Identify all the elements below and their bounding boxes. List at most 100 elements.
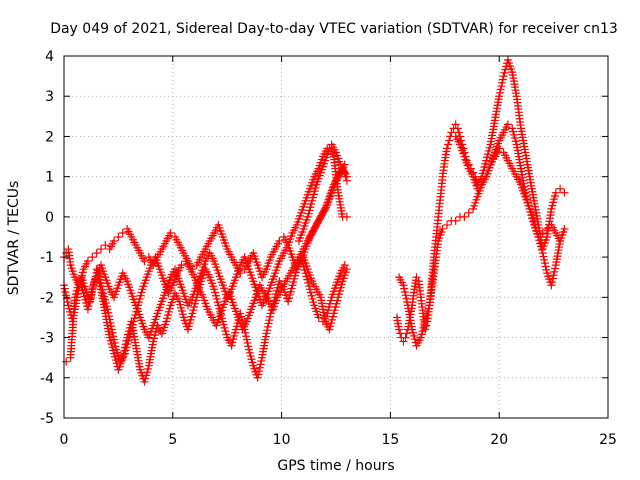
interp-point-2-39-5 (265, 312, 274, 321)
interp-point-2-6-2 (120, 346, 129, 355)
data-point-6-1 (395, 325, 404, 334)
interp-point-1-0-1 (60, 284, 69, 293)
interp-point-2-0-1 (93, 268, 102, 277)
interp-point-7-1-1 (400, 284, 409, 293)
x-tick-label-2: 10 (273, 432, 291, 448)
data-point-0-26 (166, 228, 175, 237)
grid-lines (64, 56, 608, 418)
series-track-f (295, 144, 351, 246)
interp-point-7-35-1 (548, 277, 557, 286)
interp-point-7-1-5 (403, 298, 412, 307)
data-point-2-37 (253, 373, 262, 382)
data-point-6-23 (442, 144, 451, 153)
data-point-0-51 (275, 237, 284, 246)
data-point-7-10 (438, 224, 447, 233)
interp-point-7-35-3 (549, 271, 558, 280)
y-tick-labels: 4 3 2 1 0 -1 -2 -3 -4 -5 (40, 49, 54, 427)
data-point-6-57 (560, 188, 569, 197)
interp-point-1-11-3 (110, 335, 119, 344)
interp-point-2-39-3 (264, 319, 273, 328)
data-point-5-11 (342, 212, 351, 221)
data-point-0-10 (96, 245, 105, 254)
data-point-2-51 (314, 313, 323, 322)
data-point-8-19 (534, 233, 543, 241)
x-axis-label: GPS time / hours (277, 458, 394, 474)
interp-point-2-34-2 (242, 332, 251, 341)
series-track-h (395, 144, 565, 350)
interp-point-6-42-2 (496, 85, 505, 94)
interp-point-6-42-5 (498, 75, 507, 84)
interp-point-1-0-2 (61, 287, 70, 296)
series-track-i (451, 120, 569, 246)
x-tick-label-1: 5 (168, 432, 177, 448)
interp-point-2-34-3 (242, 335, 251, 344)
interp-point-2-6-1 (119, 350, 128, 359)
interp-point-6-42-1 (495, 88, 504, 97)
y-tick-label-6: -2 (40, 290, 54, 306)
data-point-7-1 (399, 281, 408, 290)
data-point-7-13 (451, 216, 460, 225)
interp-point-1-11-2 (109, 332, 118, 341)
interp-point-1-0-5 (63, 298, 72, 307)
data-point-0-7 (83, 257, 92, 266)
y-tick-label-1: 3 (45, 89, 54, 105)
series-track-a (60, 140, 351, 290)
interp-point-7-1-2 (400, 287, 409, 296)
interp-point-6-42-4 (498, 78, 507, 87)
x-tick-label-0: 0 (60, 432, 69, 448)
y-tick-label-9: -5 (40, 411, 54, 427)
data-point-6-25 (447, 128, 456, 137)
data-point-7-16 (464, 208, 473, 217)
data-point-0-15 (118, 228, 127, 237)
interp-point-2-39-2 (263, 322, 272, 331)
plot-frame (63, 55, 609, 419)
data-points (60, 56, 569, 386)
data-point-3-64 (340, 160, 349, 169)
y-tick-label-0: 4 (45, 49, 54, 65)
interp-point-7-35-2 (548, 274, 557, 283)
data-point-6-42 (495, 92, 504, 101)
interp-point-2-37-3 (255, 363, 264, 372)
interp-point-2-37-1 (254, 370, 263, 379)
data-point-1-65 (342, 172, 351, 181)
data-point-6-3 (399, 337, 408, 346)
data-point-6-28 (453, 124, 462, 133)
interp-point-2-0-5 (96, 281, 105, 290)
chart-title: Day 049 of 2021, Sidereal Day-to-day VTE… (50, 21, 618, 37)
y-tick-label-7: -3 (40, 331, 54, 347)
interp-point-1-11-4 (110, 338, 119, 347)
data-point-6-9 (412, 273, 421, 282)
interp-point-3-5-2 (85, 298, 94, 307)
interp-point-7-33-2 (540, 255, 549, 264)
data-point-7-15 (460, 212, 469, 221)
interp-point-2-6-4 (121, 340, 130, 349)
data-point-2-34 (240, 325, 249, 334)
interp-point-7-35-4 (550, 267, 559, 276)
interp-point-6-28-1 (454, 128, 463, 137)
y-tick-label-3: 1 (45, 170, 54, 186)
interp-point-7-33-5 (542, 265, 551, 274)
data-point-3-0 (62, 357, 71, 366)
interp-point-2-6-3 (120, 343, 129, 352)
interp-point-3-5-5 (87, 288, 96, 297)
data-point-7-35 (547, 281, 556, 290)
data-point-0-11 (101, 241, 110, 250)
interp-point-2-34-5 (244, 342, 253, 351)
x-tick-label-5: 25 (599, 432, 617, 448)
interp-point-7-33-4 (541, 262, 550, 271)
data-point-8-20 (538, 228, 547, 237)
data-point-6-56 (556, 184, 565, 193)
interp-point-7-1-3 (401, 291, 410, 300)
data-point-0-9 (92, 249, 101, 258)
y-tick-label-5: -1 (40, 250, 54, 266)
data-point-6-4 (401, 333, 410, 342)
y-tick-label-4: 0 (45, 210, 54, 226)
data-point-3-5 (83, 305, 92, 314)
data-point-0-14 (114, 233, 123, 241)
data-point-0-20 (140, 257, 149, 266)
data-point-8-21 (543, 224, 552, 233)
y-tick-label-2: 2 (45, 129, 54, 145)
data-point-7-33 (538, 249, 547, 258)
data-point-2-39 (262, 329, 271, 338)
